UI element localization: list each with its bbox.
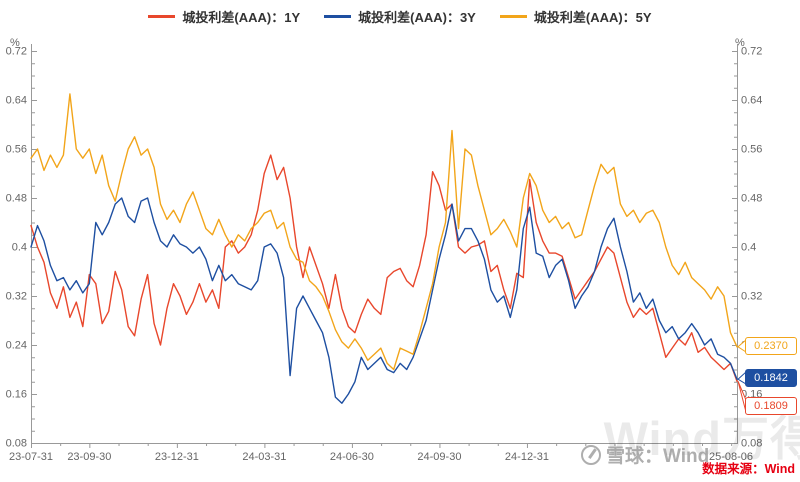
svg-text:0.56: 0.56 xyxy=(741,144,762,156)
svg-text:23-12-31: 23-12-31 xyxy=(155,451,199,463)
svg-text:0.08: 0.08 xyxy=(6,438,27,450)
svg-text:0.24: 0.24 xyxy=(6,340,27,352)
snowball-logo-icon xyxy=(581,444,601,465)
wind-watermark: Wind万得 xyxy=(603,412,800,465)
legend-swatch-3y xyxy=(324,15,352,18)
legend-swatch-1y xyxy=(148,15,176,18)
svg-text:24-09-30: 24-09-30 xyxy=(417,451,461,463)
legend-item-5y[interactable]: 城投利差(AAA)：5Y xyxy=(499,7,652,26)
svg-text:0.48: 0.48 xyxy=(741,193,762,205)
svg-text:0.4: 0.4 xyxy=(741,242,756,254)
legend-label-5y: 城投利差(AAA)：5Y xyxy=(533,10,652,25)
end-label-5y: 0.2370 xyxy=(745,337,797,355)
y-axis-unit-right: % xyxy=(735,37,745,49)
series-line-1y xyxy=(30,154,738,382)
svg-text:0.32: 0.32 xyxy=(741,291,762,303)
xueqiu-watermark: 雪球：Wind xyxy=(581,441,709,468)
legend: 城投利差(AAA)：1Y 城投利差(AAA)：3Y 城投利差(AAA)：5Y xyxy=(0,7,800,26)
y-axis-unit-left: % xyxy=(10,37,20,49)
svg-text:0.32: 0.32 xyxy=(6,291,27,303)
svg-text:24-06-30: 24-06-30 xyxy=(330,451,374,463)
legend-swatch-5y xyxy=(499,15,527,18)
svg-text:25-08-06: 25-08-06 xyxy=(709,451,753,463)
svg-text:23-09-30: 23-09-30 xyxy=(67,451,111,463)
svg-text:0.64: 0.64 xyxy=(741,95,762,107)
svg-text:24-12-31: 24-12-31 xyxy=(505,451,549,463)
svg-text:23-07-31: 23-07-31 xyxy=(9,451,53,463)
svg-text:0.64: 0.64 xyxy=(6,95,27,107)
xueqiu-watermark-text: 雪球：Wind xyxy=(606,446,710,467)
x-axis-labels: 23-07-31 23-09-30 23-12-31 24-03-31 24-06-30… xyxy=(9,451,753,463)
svg-text:0.48: 0.48 xyxy=(6,193,27,205)
series-line-5y xyxy=(30,93,738,371)
svg-text:0.56: 0.56 xyxy=(6,144,27,156)
axes xyxy=(31,44,738,448)
data-source-note: 数据来源：Wind xyxy=(702,462,795,476)
svg-text:0.08: 0.08 xyxy=(741,438,762,450)
legend-item-3y[interactable]: 城投利差(AAA)：3Y xyxy=(324,7,476,26)
end-label-3y: 0.1842 xyxy=(745,369,797,387)
svg-text:24-03-31: 24-03-31 xyxy=(242,451,286,463)
legend-label-1y: 城投利差(AAA)：1Y xyxy=(182,10,301,25)
legend-item-1y[interactable]: 城投利差(AAA)：1Y xyxy=(148,7,300,26)
svg-text:0.4: 0.4 xyxy=(12,242,27,254)
svg-text:0.16: 0.16 xyxy=(6,389,27,401)
end-label-1y: 0.1809 xyxy=(745,397,797,415)
svg-text:0.72: 0.72 xyxy=(741,46,762,58)
legend-label-3y: 城投利差(AAA)：3Y xyxy=(358,10,476,25)
series-line-3y xyxy=(30,197,738,404)
svg-text:0.72: 0.72 xyxy=(6,46,27,58)
y-axis-labels: 0.72 0.72 0.64 0.64 0.56 0.56 0.48 0.48 0.4 0.4 0.… xyxy=(6,46,763,450)
